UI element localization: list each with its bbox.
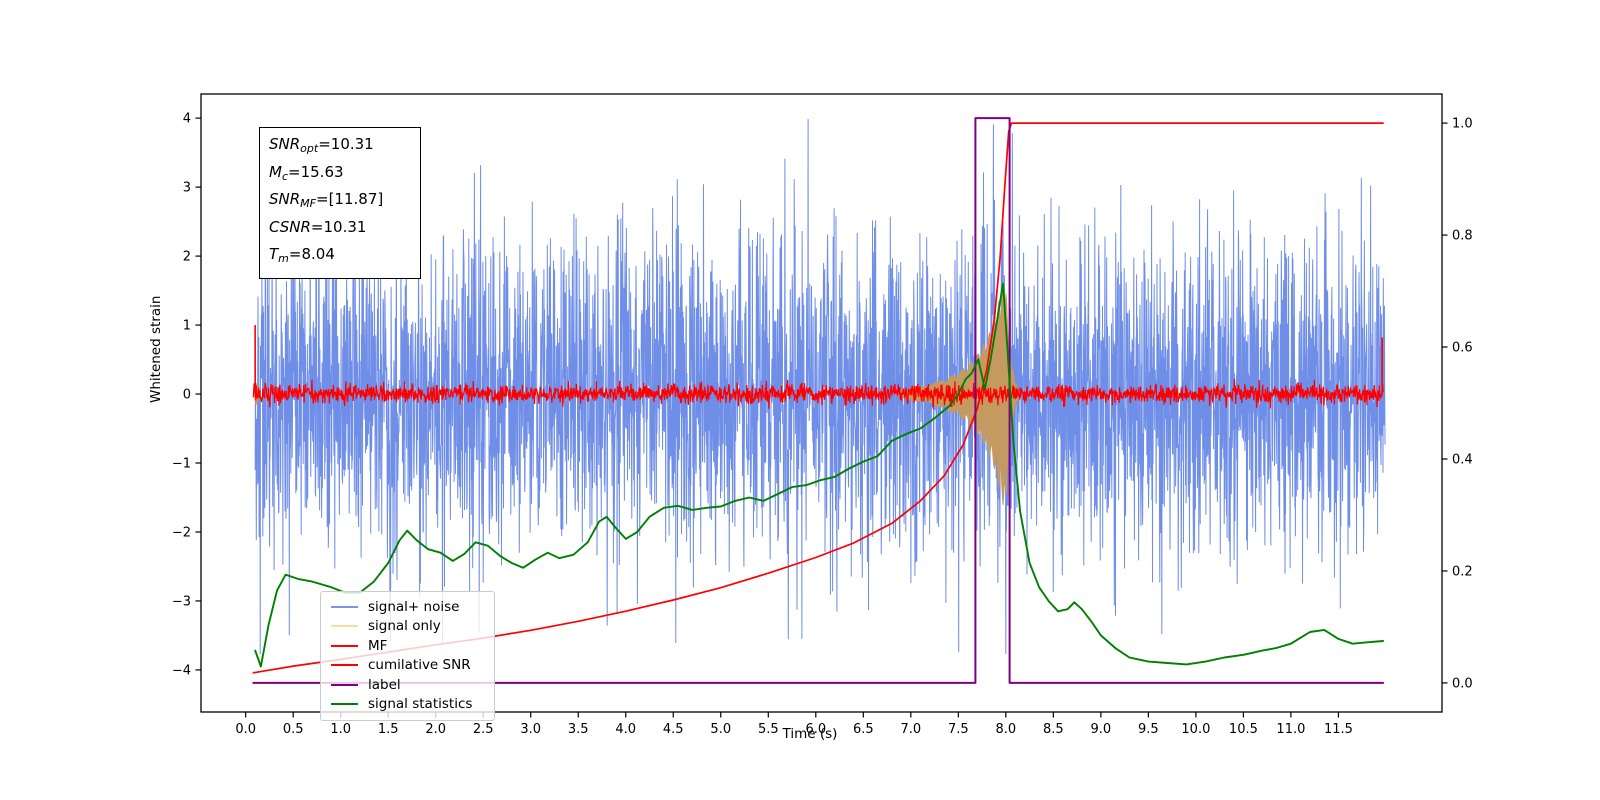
x-tick-label: 6.0: [805, 722, 826, 737]
series-signal-noise: [254, 119, 1386, 655]
y-left-tick-label: −4: [172, 663, 191, 678]
y-left-tick-label: 4: [183, 112, 191, 127]
x-tick-label: 5.5: [758, 722, 779, 737]
legend-label: label: [368, 676, 401, 693]
y-right-tick-label: 0.8: [1452, 229, 1473, 244]
x-tick-label: 8.5: [1043, 722, 1064, 737]
x-tick-label: 2.0: [425, 722, 446, 737]
x-tick-label: 9.5: [1138, 722, 1159, 737]
legend: signal+ noise signal only MF cumilative SNR…: [320, 591, 495, 721]
x-tick-label: 3.5: [568, 722, 589, 737]
x-tick-label: 6.5: [853, 722, 874, 737]
annotation-line: CSNR=10.31: [269, 217, 367, 236]
annotation-line: SNRMF=[11.87]: [269, 190, 384, 210]
x-axis-label: Time (s): [0, 726, 1600, 742]
x-tick-label: 10.5: [1229, 722, 1258, 737]
legend-row: signal statistics: [329, 695, 486, 715]
legend-label: MF: [368, 637, 388, 654]
legend-row: cumilative SNR: [329, 656, 486, 676]
legend-swatch-line: [331, 703, 358, 706]
legend-swatch-line: [331, 605, 358, 608]
legend-row: MF: [329, 636, 486, 656]
plot-border: [200, 93, 1443, 713]
legend-label: signal statistics: [368, 696, 473, 713]
legend-swatch-line: [331, 664, 358, 667]
x-tick-label: 5.0: [710, 722, 731, 737]
x-tick-label: 9.0: [1091, 722, 1112, 737]
x-tick-label: 7.5: [948, 722, 969, 737]
y-left-tick-label: −3: [172, 594, 191, 609]
y-left-tick-label: 0: [183, 388, 191, 403]
y-right-tick-label: 0.6: [1452, 341, 1473, 356]
y-left-tick-label: −2: [172, 525, 191, 540]
x-tick-label: 7.0: [900, 722, 921, 737]
y-left-tick-label: 1: [183, 319, 191, 334]
x-tick-label: 10.0: [1181, 722, 1210, 737]
legend-row: signal+ noise: [329, 597, 486, 617]
x-tick-label: 4.0: [615, 722, 636, 737]
legend-swatch-line: [331, 683, 358, 686]
x-tick-label: 0.0: [235, 722, 256, 737]
x-tick-label: 0.5: [283, 722, 304, 737]
y-right-tick-label: 0.0: [1452, 676, 1473, 691]
series-label: [252, 117, 1385, 684]
x-axis-label-text: Time (s): [782, 726, 838, 742]
y-left-tick-label: 2: [183, 250, 191, 265]
x-tick-label: 2.5: [473, 722, 494, 737]
legend-label: signal+ noise: [368, 598, 460, 615]
legend-row: label: [329, 675, 486, 695]
x-tick-label: 1.5: [378, 722, 399, 737]
y-right-tick-label: 0.4: [1452, 452, 1473, 467]
y-right-tick-label: 1.0: [1452, 117, 1473, 132]
legend-swatch-line: [331, 625, 358, 628]
series-signal-statistics: [254, 282, 1385, 668]
x-tick-label: 3.0: [520, 722, 541, 737]
annotation-line: SNRopt=10.31: [269, 135, 374, 155]
y-right-tick-label: 0.2: [1452, 564, 1473, 579]
annotation-box: SNRopt=10.31 Mc=15.63 SNRMF=[11.87] CSNR=10…: [259, 127, 421, 279]
x-tick-label: 8.0: [996, 722, 1017, 737]
legend-label: signal only: [368, 618, 441, 635]
legend-label: cumilative SNR: [368, 657, 471, 674]
annotation-line: Mc=15.63: [269, 162, 344, 183]
x-tick-label: 11.5: [1324, 722, 1353, 737]
legend-swatch-line: [331, 644, 358, 647]
series-MF: [252, 378, 1384, 409]
x-tick-label: 4.5: [663, 722, 684, 737]
x-tick-label: 1.0: [330, 722, 351, 737]
legend-row: signal only: [329, 617, 486, 637]
annotation-line: Tm=8.04: [269, 245, 335, 265]
x-tick-label: 11.0: [1276, 722, 1305, 737]
y-left-tick-label: 3: [183, 181, 191, 196]
y-left-tick-label: −1: [172, 457, 191, 472]
